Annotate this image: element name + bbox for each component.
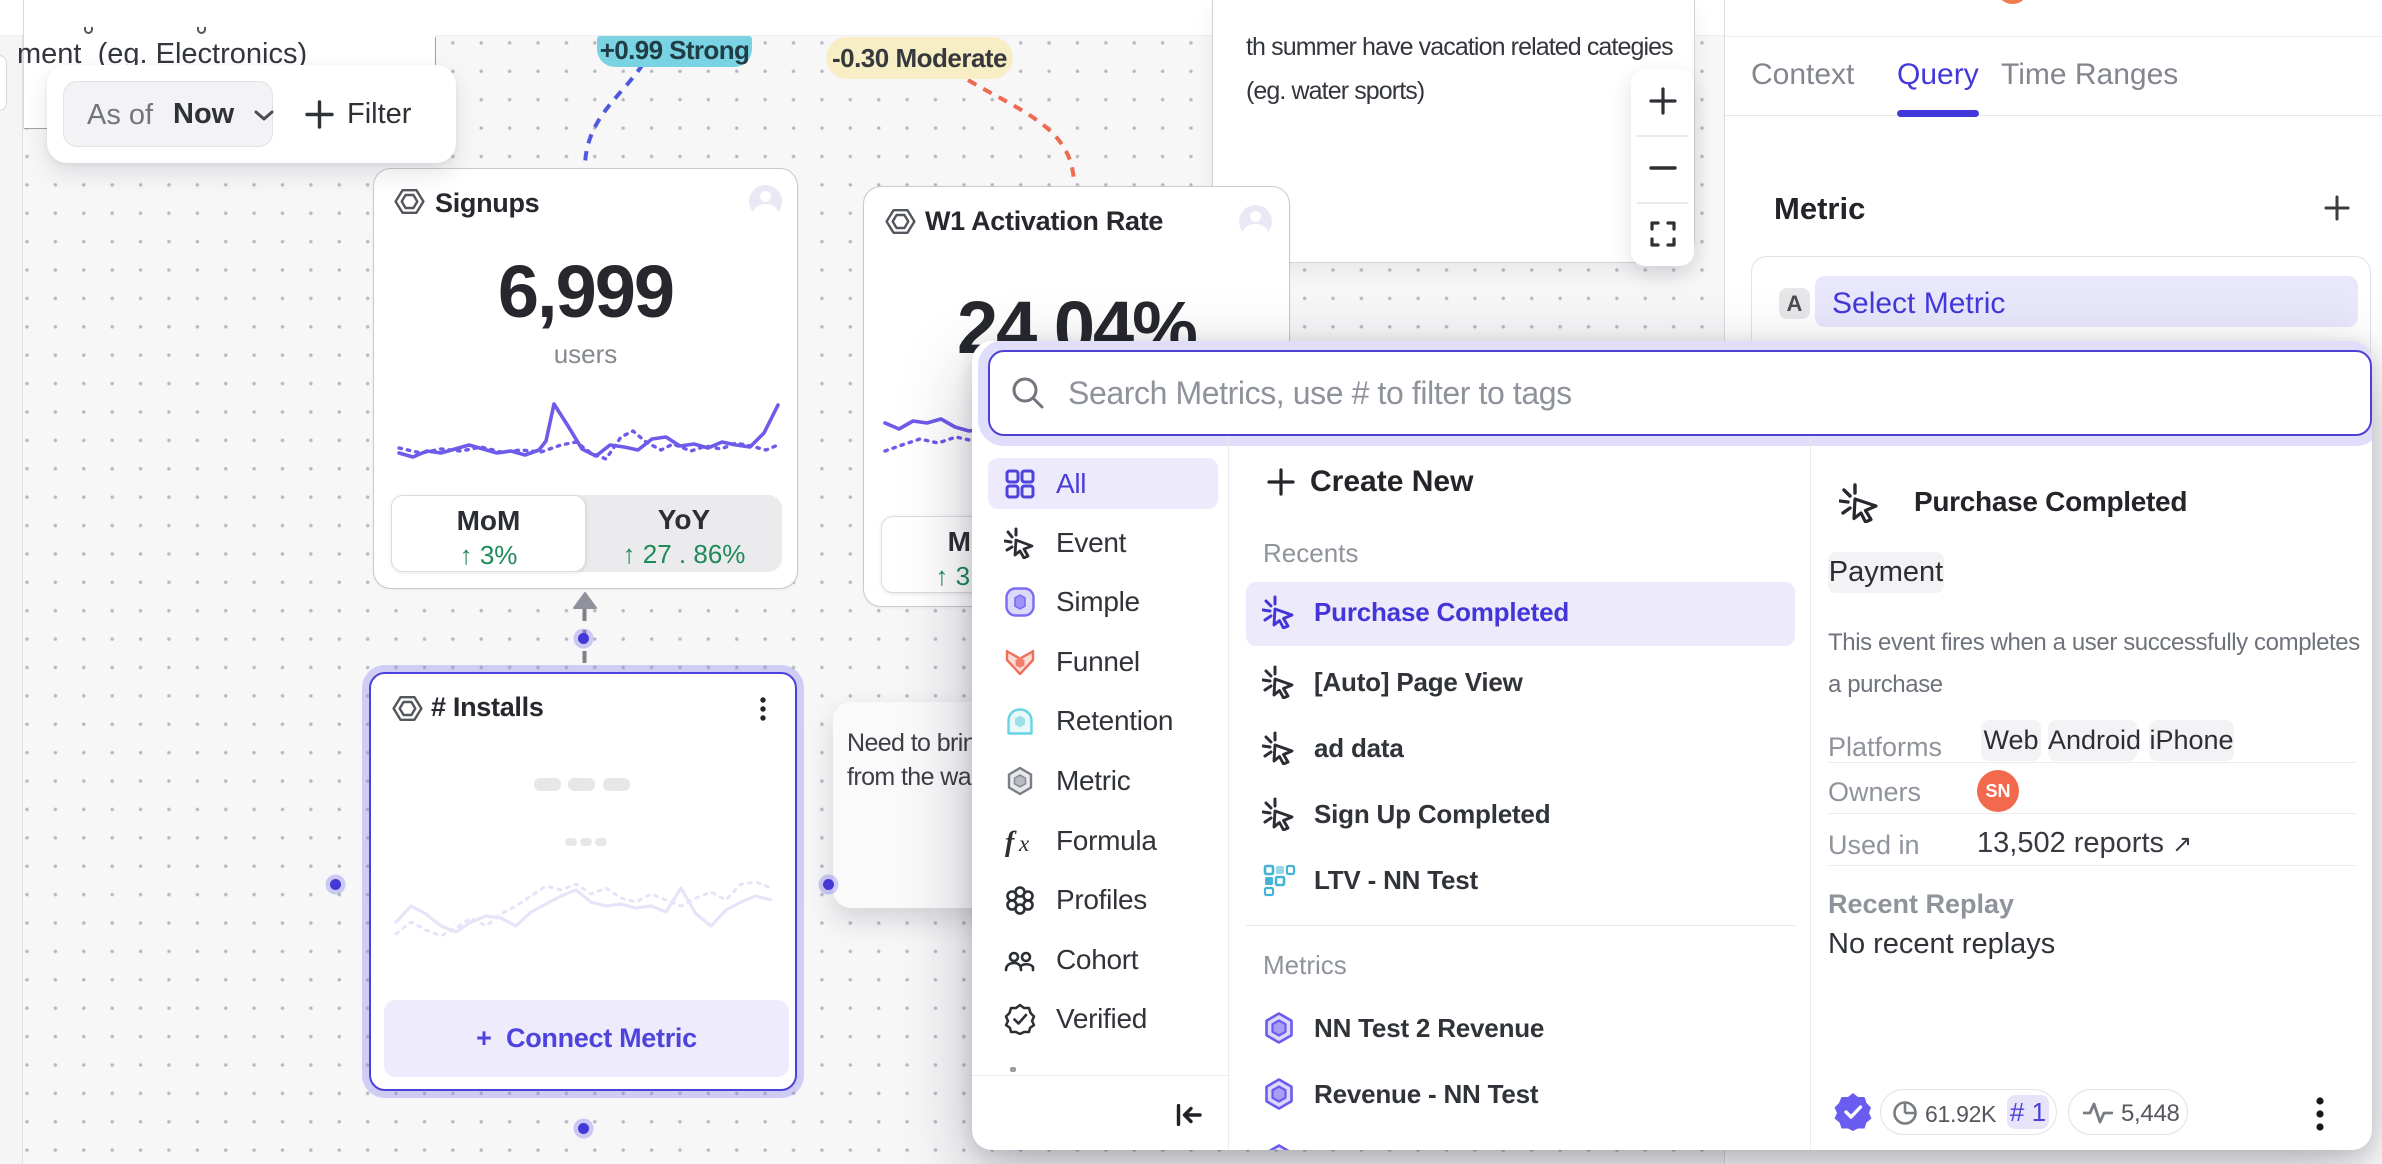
svg-text:x: x: [1018, 831, 1030, 856]
svg-text:f: f: [1005, 827, 1017, 857]
